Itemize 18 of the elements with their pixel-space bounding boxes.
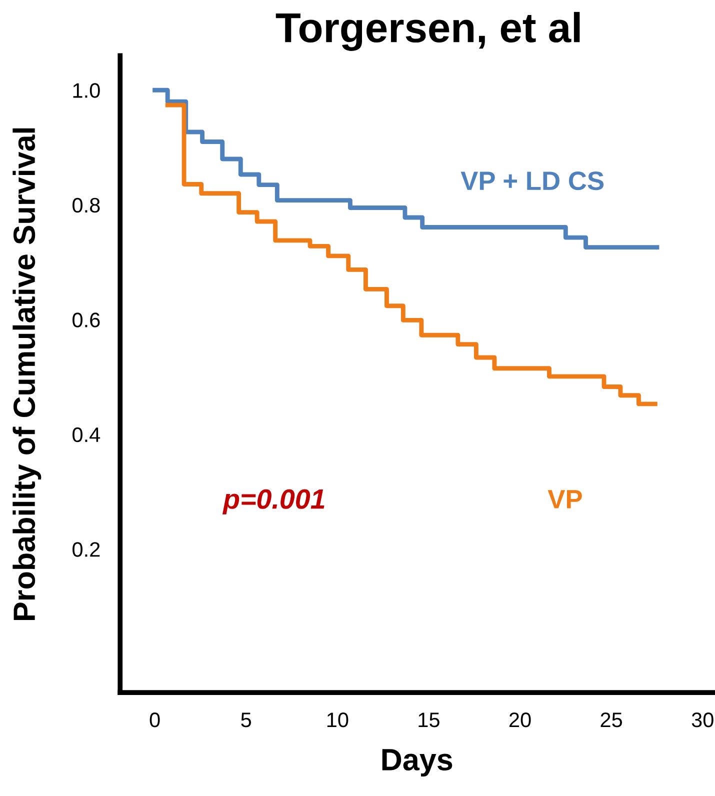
y-tick-label: 0.6 — [72, 312, 100, 328]
y-tick-label: 1.0 — [73, 83, 100, 98]
x-tick-label: 20 — [509, 712, 531, 728]
x-tick-label: 30 — [692, 712, 714, 728]
annotation: p=0.001 — [222, 489, 324, 514]
x-tick-label: 5 — [241, 712, 252, 728]
chart-title: Torgersen, et al — [276, 12, 580, 51]
x-tick-label: 0 — [150, 712, 160, 728]
x-axis-title: Days — [382, 749, 452, 777]
y-axis-title: Probability of Cumulative Survival — [12, 128, 42, 620]
x-tick-label: 10 — [327, 712, 348, 728]
series-label: VP + LD CS — [460, 171, 604, 190]
y-tick-label: 0.8 — [72, 198, 100, 213]
text: VP — [548, 490, 582, 508]
y-tick-label: 0.4 — [72, 427, 100, 442]
x-tick-label: 15 — [418, 712, 440, 728]
y-tick-label: 0.2 — [72, 542, 100, 557]
x-tick-label: 25 — [600, 712, 622, 728]
